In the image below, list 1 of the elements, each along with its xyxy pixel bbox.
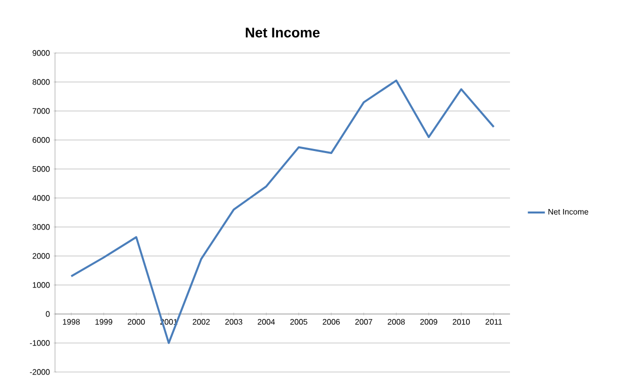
chart-title: Net Income: [246, 28, 320, 38]
